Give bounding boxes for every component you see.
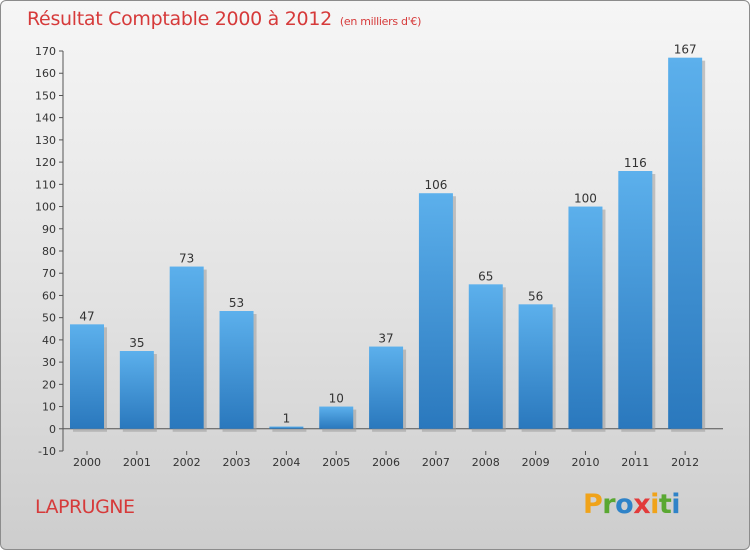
bar-value-label: 35 — [129, 336, 144, 350]
bar-value-label: 37 — [378, 332, 393, 346]
y-tick-label: 100 — [35, 201, 56, 214]
bar-value-label: 56 — [528, 289, 543, 303]
y-tick-label: 150 — [35, 89, 56, 102]
x-tick-label: 2008 — [472, 456, 500, 469]
logo-letter: r — [602, 489, 616, 520]
bars-group: 47 35 73 53 1 10 37 106 65 56 100 116 167 — [70, 43, 706, 432]
y-tick-label: 170 — [35, 45, 56, 58]
bar-value-label: 73 — [179, 252, 194, 266]
bar-shadow — [272, 429, 307, 432]
bar-2007 — [418, 193, 453, 429]
bar-2008 — [468, 284, 503, 429]
bar-2010 — [568, 206, 603, 429]
proxiti-logo: Proxiti — [583, 489, 681, 520]
bar-2001 — [119, 351, 154, 429]
bar-2005 — [319, 406, 354, 429]
x-tick-label: 2007 — [422, 456, 450, 469]
y-tick-label: 110 — [35, 178, 56, 191]
bar-value-label: 100 — [574, 192, 597, 206]
logo-letter: i — [650, 489, 659, 520]
x-tick-label: 2009 — [522, 456, 550, 469]
bar-2003 — [219, 311, 254, 429]
axes: -100102030405060708090100110120130140150… — [35, 45, 723, 469]
bar-value-label: 65 — [478, 269, 493, 283]
y-tick-label: 90 — [42, 223, 56, 236]
logo-letter: o — [615, 489, 634, 520]
bar-2012 — [668, 57, 703, 429]
bar-2009 — [518, 304, 553, 429]
y-tick-label: 20 — [42, 378, 56, 391]
x-tick-label: 2011 — [621, 456, 649, 469]
x-tick-label: 2005 — [322, 456, 350, 469]
y-tick-label: 30 — [42, 356, 56, 369]
x-tick-label: 2012 — [671, 456, 699, 469]
x-tick-label: 2003 — [223, 456, 251, 469]
bar-2006 — [369, 346, 404, 429]
y-tick-label: 140 — [35, 112, 56, 125]
y-tick-label: 120 — [35, 156, 56, 169]
bar-value-label: 116 — [624, 156, 647, 170]
bar-2002 — [169, 266, 204, 429]
x-tick-label: 2004 — [272, 456, 300, 469]
x-tick-label: 2002 — [173, 456, 201, 469]
bar-2000 — [70, 324, 104, 429]
logo-letter: i — [671, 489, 681, 520]
bar-value-label: 10 — [329, 392, 344, 406]
bar-value-label: 47 — [79, 309, 94, 323]
logo-letter: x — [633, 489, 651, 520]
logo-letter: t — [658, 489, 672, 520]
y-tick-label: 10 — [42, 401, 56, 414]
y-tick-label: 130 — [35, 134, 56, 147]
chart-title: Résultat Comptable 2000 à 2012 (en millie… — [27, 8, 422, 30]
y-tick-label: 60 — [42, 289, 56, 302]
commune-name: LAPRUGNE — [35, 496, 135, 518]
y-tick-label: -10 — [38, 445, 56, 458]
y-tick-label: 40 — [42, 334, 56, 347]
y-tick-label: 80 — [42, 245, 56, 258]
x-tick-label: 2010 — [571, 456, 599, 469]
bar-2011 — [618, 171, 653, 429]
bar-value-label: 53 — [229, 296, 244, 310]
x-tick-label: 2006 — [372, 456, 400, 469]
y-tick-label: 50 — [42, 312, 56, 325]
x-tick-label: 2000 — [73, 456, 101, 469]
chart-subtitle: (en milliers d'€) — [339, 15, 422, 28]
bar-value-label: 167 — [674, 43, 697, 57]
y-tick-label: 70 — [42, 267, 56, 280]
logo-letter: P — [583, 489, 603, 520]
y-tick-label: 160 — [35, 67, 56, 80]
bar-2004 — [269, 426, 304, 429]
y-tick-label: 0 — [49, 423, 56, 436]
bar-value-label: 1 — [283, 412, 291, 426]
x-tick-label: 2001 — [123, 456, 151, 469]
bar-value-label: 106 — [424, 178, 447, 192]
